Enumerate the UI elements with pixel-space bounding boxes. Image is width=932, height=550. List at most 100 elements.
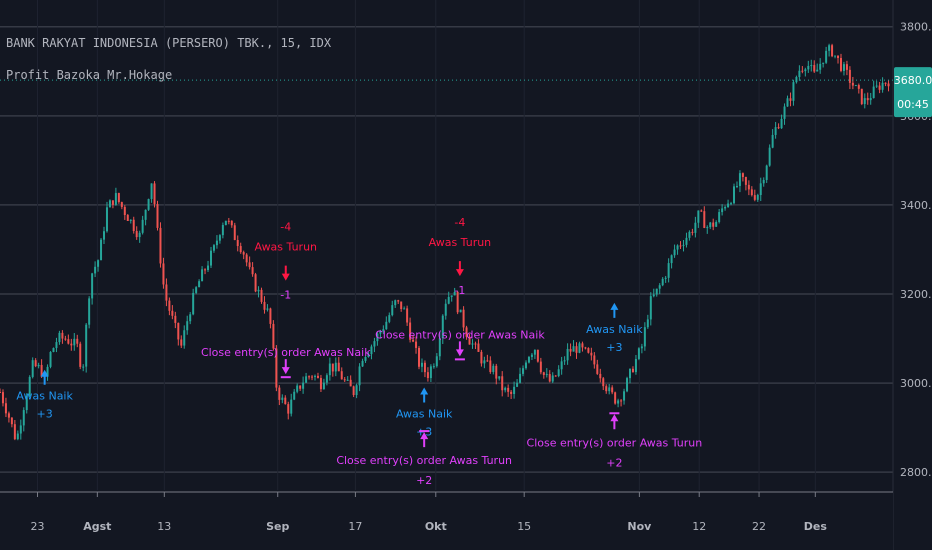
candle-body — [881, 82, 884, 90]
candle-body — [804, 69, 807, 72]
candle-body — [762, 179, 765, 184]
signal-close-buy1: Close entry(s) order Awas Naik — [201, 346, 371, 379]
candle-body — [174, 315, 177, 323]
candle-body — [474, 343, 477, 345]
candle-body — [55, 342, 58, 349]
candle-body — [275, 348, 278, 388]
candle-body — [117, 193, 120, 203]
candle-body — [207, 265, 210, 271]
candle-body — [495, 365, 498, 379]
signal-label: Close entry(s) order Awas Naik — [201, 346, 371, 359]
study-legend[interactable]: Profit Bazoka Mr.Hokage — [6, 68, 173, 82]
candle-body — [212, 245, 215, 251]
grid-lines — [0, 0, 893, 490]
candle-body — [581, 343, 584, 348]
signal-label: Awas Turun — [429, 236, 492, 249]
candle-body — [572, 346, 575, 352]
candle-body — [186, 321, 189, 331]
candle-body — [834, 55, 837, 57]
candle-body — [331, 363, 334, 372]
candle-body — [878, 85, 881, 90]
candle-body — [721, 208, 724, 213]
candle-body — [566, 348, 569, 361]
candle-body — [251, 267, 254, 275]
candle-body — [468, 336, 471, 345]
candle-body — [209, 250, 212, 266]
candle-body — [727, 203, 730, 208]
candle-body — [718, 212, 721, 222]
time-tick-label: 22 — [752, 520, 766, 533]
candle-body — [195, 287, 198, 293]
candle-body — [316, 375, 319, 378]
candle-body — [308, 376, 311, 378]
candle-body — [801, 70, 804, 72]
candle-body — [28, 376, 31, 396]
candle-body — [245, 254, 248, 263]
candle-body — [807, 65, 810, 70]
candle-body — [667, 263, 670, 278]
candle-body — [305, 376, 308, 383]
candle-body — [646, 319, 649, 328]
candle-body — [397, 300, 400, 302]
candle-body — [150, 183, 153, 200]
candle-body — [73, 338, 76, 346]
candle-body — [459, 309, 462, 313]
candle-body — [355, 385, 358, 396]
candle-body — [328, 363, 331, 376]
candle-body — [257, 289, 260, 292]
candle-body — [129, 219, 132, 222]
candle-body — [10, 417, 13, 425]
candle-body — [688, 231, 691, 238]
candle-body — [126, 215, 129, 222]
candle-body — [533, 349, 536, 355]
candle-body — [334, 362, 337, 372]
time-axis[interactable]: 23 Agst 13 Sep 17 Okt 15 Nov 12 22 Des — [0, 491, 893, 550]
price-tag-countdown: 00:45 — [897, 98, 929, 111]
candle-body — [513, 386, 516, 394]
symbol-legend[interactable]: BANK RAKYAT INDONESIA (PERSERO) TBK., 15… — [6, 36, 332, 50]
candle-body — [857, 85, 860, 89]
candle-body — [16, 433, 19, 440]
price-tag-value: 3680.0 — [894, 74, 932, 87]
candle-body — [367, 354, 370, 357]
candle-body — [165, 284, 168, 301]
candle-body — [519, 373, 522, 383]
candle-body — [614, 392, 617, 404]
candle-body — [177, 322, 180, 340]
candle-body — [744, 177, 747, 185]
buy-arrow-icon — [40, 369, 49, 385]
candle-body — [712, 222, 715, 227]
candle-body — [287, 404, 290, 414]
candle-body — [432, 366, 435, 368]
signal-qty: +3 — [37, 408, 53, 421]
candle-body — [76, 338, 79, 344]
candle-body — [786, 98, 789, 107]
candle-body — [85, 324, 88, 367]
candle-body — [31, 360, 34, 377]
candle-body — [19, 425, 22, 434]
candle-body — [138, 232, 141, 238]
candle-body — [587, 348, 590, 353]
candle-body — [709, 222, 712, 228]
candle-body — [501, 376, 504, 391]
candle-body — [845, 64, 848, 70]
candle-body — [670, 255, 673, 264]
candle-body — [114, 193, 117, 205]
candle-body — [403, 308, 406, 310]
price-tick-label: 3400.0 — [900, 199, 932, 212]
candle-body — [453, 292, 456, 296]
candles — [0, 43, 890, 441]
candle-body — [435, 356, 438, 367]
candle-body — [489, 360, 492, 372]
candle-body — [423, 362, 426, 373]
candle-body — [634, 358, 637, 373]
candle-body — [563, 360, 566, 362]
signal-buy1: Awas Naik +3 — [16, 369, 73, 421]
time-tick-label: 23 — [31, 520, 45, 533]
candle-body — [539, 361, 542, 373]
candle-body — [236, 240, 239, 247]
close-arrow-icon — [610, 414, 619, 430]
candle-body — [388, 315, 391, 322]
candle-body — [477, 343, 480, 352]
